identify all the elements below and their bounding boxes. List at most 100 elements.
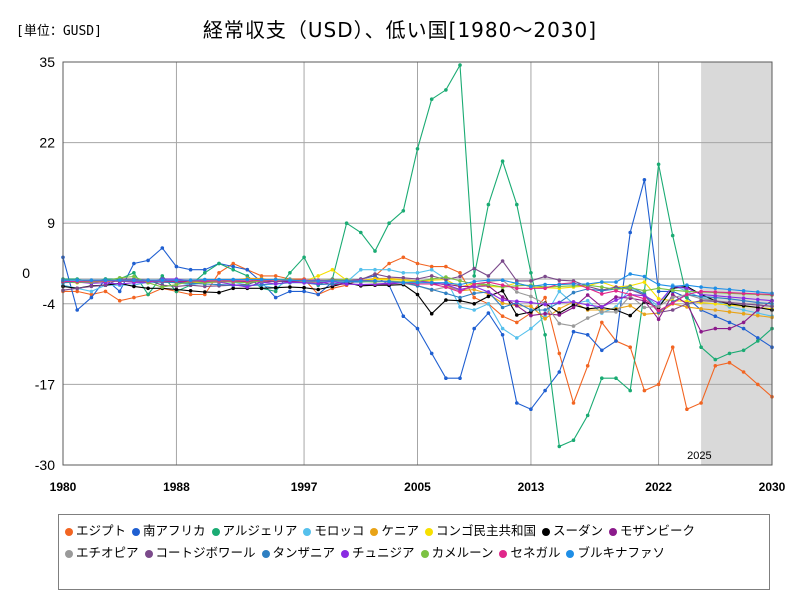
- data-point: [727, 287, 732, 292]
- data-point: [288, 278, 292, 283]
- data-point: [600, 320, 604, 325]
- data-point: [614, 376, 618, 381]
- data-point: [387, 267, 391, 272]
- data-point: [557, 444, 562, 449]
- data-point: [713, 293, 718, 298]
- data-point: [359, 230, 363, 235]
- data-point: [543, 286, 547, 291]
- data-point: [330, 282, 335, 286]
- data-point: [146, 258, 150, 263]
- data-point: [89, 289, 94, 294]
- data-point: [458, 298, 462, 303]
- data-point: [670, 345, 675, 350]
- data-point: [217, 261, 221, 266]
- data-point: [713, 302, 718, 306]
- data-point: [472, 274, 477, 278]
- data-point: [571, 300, 576, 304]
- data-point: [103, 283, 108, 288]
- data-point: [699, 329, 703, 334]
- data-point: [756, 336, 760, 340]
- data-point: [543, 308, 547, 312]
- data-point: [429, 97, 434, 101]
- data-point: [670, 233, 675, 238]
- data-point: [344, 282, 349, 286]
- data-point: [117, 289, 122, 294]
- data-point: [316, 274, 321, 278]
- data-point: [585, 303, 590, 307]
- data-point: [188, 289, 193, 293]
- data-point: [188, 292, 193, 297]
- data-point: [557, 307, 562, 311]
- data-point: [415, 147, 420, 151]
- data-point: [585, 364, 590, 368]
- data-point: [75, 308, 79, 312]
- data-point: [685, 295, 689, 300]
- data-point: [670, 308, 675, 312]
- data-point: [103, 278, 108, 283]
- data-point: [458, 279, 462, 283]
- data-point: [600, 348, 604, 353]
- y-tick-label: 9: [47, 215, 55, 231]
- data-point: [727, 360, 732, 365]
- data-point: [614, 339, 618, 343]
- legend-label: スーダン: [552, 523, 603, 538]
- data-point: [387, 275, 391, 279]
- data-point: [600, 289, 604, 293]
- x-tick-label: 1980: [50, 480, 77, 494]
- data-point: [685, 292, 689, 297]
- data-point: [543, 316, 547, 321]
- legend-marker-icon: [132, 527, 141, 536]
- data-point: [188, 278, 193, 283]
- data-point: [756, 300, 760, 305]
- data-point: [231, 264, 235, 269]
- data-point: [515, 313, 519, 317]
- data-point: [515, 202, 519, 207]
- data-point: [642, 312, 647, 317]
- data-point: [160, 274, 165, 278]
- x-tick-label: 2005: [404, 480, 431, 494]
- data-point: [146, 292, 150, 297]
- legend-marker-icon: [608, 527, 617, 536]
- data-point: [727, 300, 732, 305]
- legend-marker-icon: [541, 527, 550, 536]
- data-point: [259, 277, 264, 282]
- data-point: [713, 299, 718, 304]
- data-point: [273, 274, 278, 278]
- data-point: [515, 336, 519, 340]
- data-point: [515, 320, 519, 325]
- data-point: [330, 279, 335, 283]
- data-point: [273, 277, 278, 282]
- data-point: [600, 292, 604, 296]
- data-point: [515, 401, 519, 405]
- data-point: [543, 274, 547, 279]
- data-point: [515, 290, 519, 294]
- legend-item: チュニジア: [341, 542, 415, 564]
- data-point: [557, 313, 562, 317]
- data-point: [628, 345, 632, 350]
- data-point: [401, 209, 406, 213]
- data-point: [529, 279, 533, 283]
- data-point: [89, 284, 94, 289]
- data-point: [288, 289, 292, 294]
- legend-item: コートジボワール: [144, 542, 256, 564]
- data-point: [174, 264, 179, 269]
- data-point: [259, 274, 264, 278]
- legend-label: エジプト: [76, 523, 127, 538]
- data-point: [741, 296, 746, 301]
- data-point: [713, 326, 718, 331]
- data-point: [571, 282, 576, 286]
- data-point: [614, 289, 618, 293]
- data-point: [444, 376, 448, 381]
- legend-label: エチオピア: [76, 545, 139, 560]
- legend-marker-icon: [499, 549, 508, 558]
- data-point: [401, 276, 406, 280]
- data-point: [571, 438, 576, 443]
- data-point: [741, 289, 746, 293]
- data-point: [316, 279, 321, 283]
- data-point: [713, 314, 718, 319]
- x-tick-label: 2022: [645, 480, 672, 494]
- data-point: [585, 282, 590, 286]
- legend-label: カメルーン: [431, 545, 494, 560]
- data-point: [146, 286, 150, 291]
- data-point: [444, 285, 448, 289]
